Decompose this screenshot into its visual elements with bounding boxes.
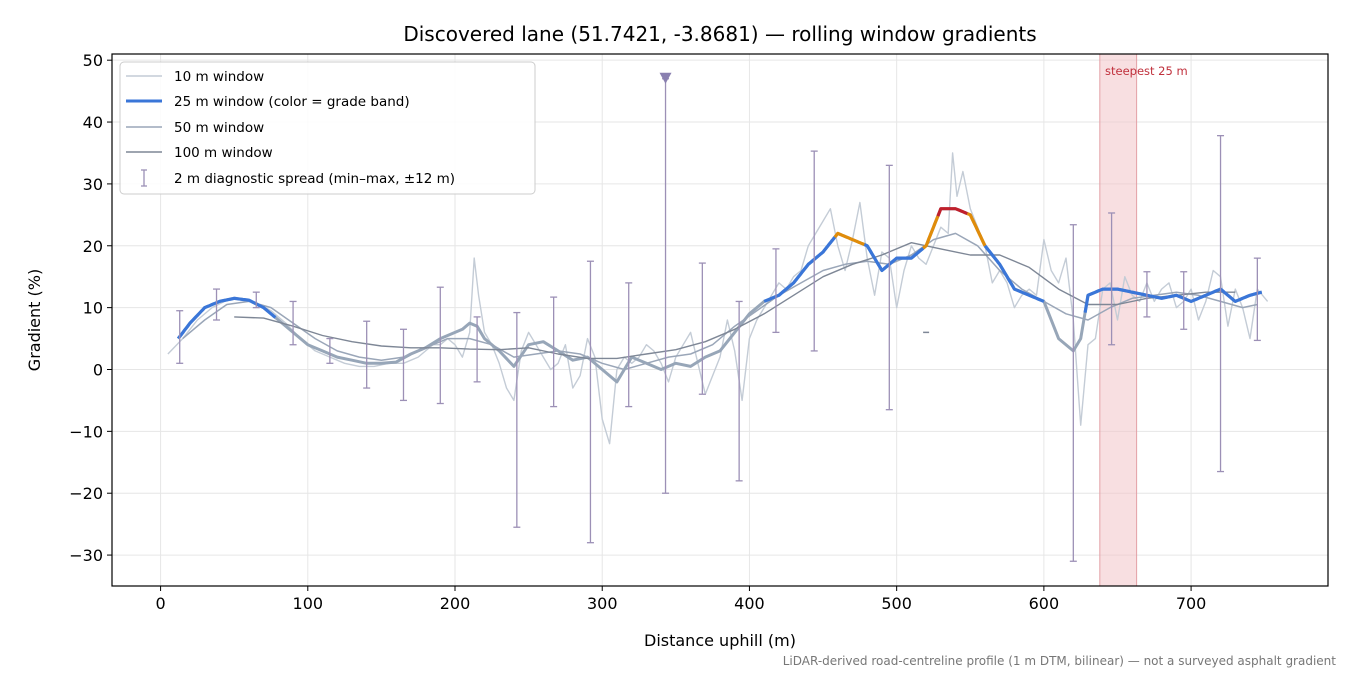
legend-label-diagnostic: 2 m diagnostic spread (min–max, ±12 m) [174, 171, 455, 187]
x-axis-label: Distance uphill (m) [644, 631, 796, 650]
grade-band-segment-blue-7 [983, 244, 1045, 303]
x-tick-label-1: 100 [293, 594, 324, 613]
legend: 10 m window 25 m window (color = grade b… [119, 61, 536, 195]
diagnostic-spread-layer [176, 72, 1261, 562]
legend-box [119, 61, 536, 195]
x-tick-label-5: 500 [881, 594, 912, 613]
series-line-w50 [182, 232, 1258, 371]
legend-label-w100: 100 m window [174, 145, 273, 161]
grade-band-segment-orange-4 [922, 215, 940, 250]
steepest-span-band [1099, 53, 1138, 587]
y-tick-label-1: −20 [69, 484, 103, 503]
steepest-span-layer [1099, 53, 1138, 587]
legend-label-w50: 50 m window [174, 120, 264, 136]
series-line-w100 [234, 241, 1236, 360]
grade-band-segment-blue-0 [176, 296, 277, 340]
grade-band-segment-orange-6 [966, 212, 987, 247]
y-tick-label-8: 50 [83, 51, 103, 70]
y-tick-label-0: −30 [69, 546, 103, 565]
chart-title: Discovered lane (51.7421, -3.8681) — rol… [403, 22, 1036, 46]
y-tick-label-2: −10 [69, 422, 103, 441]
series-line-w25 [177, 207, 1263, 384]
y-tick-label-5: 20 [83, 237, 103, 256]
outlier-marker [659, 72, 672, 84]
legend-label-w10: 10 m window [174, 69, 264, 85]
legend-label-w25: 25 m window (color = grade band) [174, 94, 410, 110]
y-axis-ticks: −30 −20 −10 0 10 20 30 40 50 [69, 51, 112, 565]
x-tick-label-3: 300 [587, 594, 618, 613]
legend-swatch-diagnostic [141, 169, 147, 187]
x-tick-label-6: 600 [1029, 594, 1060, 613]
grade-band-segment-blue-8 [1083, 287, 1263, 313]
grade-band-segment-blue-3 [863, 243, 925, 273]
y-tick-label-3: 0 [93, 360, 103, 379]
x-tick-label-0: 0 [155, 594, 165, 613]
x-tick-label-7: 700 [1176, 594, 1207, 613]
x-axis-ticks: 0 100 200 300 400 500 600 700 [155, 586, 1206, 613]
x-tick-label-4: 400 [734, 594, 765, 613]
series-layer [167, 152, 1269, 445]
grade-band-segment-orange-2 [833, 231, 865, 246]
footnote: LiDAR-derived road-centreline profile (1… [783, 654, 1337, 668]
y-axis-label: Gradient (%) [25, 269, 44, 371]
grade-band-segment-red-5 [936, 207, 968, 217]
x-tick-label-2: 200 [440, 594, 471, 613]
y-tick-label-6: 30 [83, 175, 103, 194]
y-tick-label-7: 40 [83, 113, 103, 132]
plot-frame [111, 53, 1329, 587]
y-tick-label-4: 10 [83, 299, 103, 318]
steepest-span-label: steepest 25 m [1105, 64, 1188, 78]
